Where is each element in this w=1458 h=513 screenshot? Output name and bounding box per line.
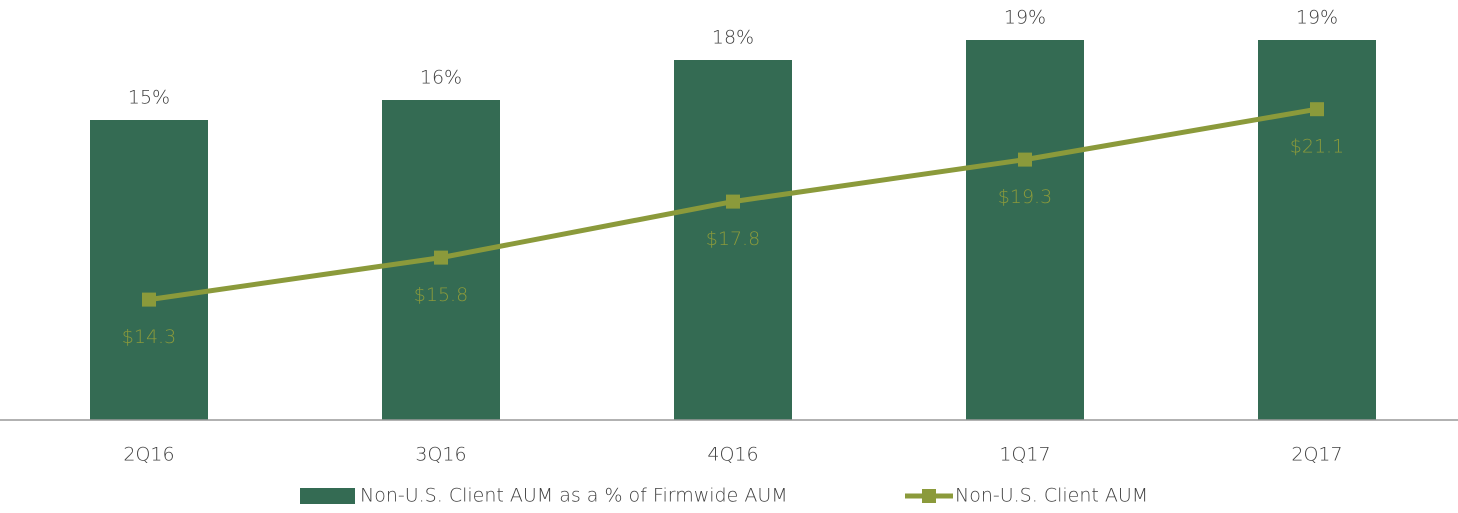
legend-label: Non-U.S. Client AUM as a % of Firmwide A… <box>360 485 788 507</box>
line-marker <box>1310 102 1324 117</box>
bar <box>674 60 792 420</box>
legend-label: Non-U.S. Client AUM <box>955 485 1148 507</box>
legend-marker <box>922 489 936 503</box>
line-value-label: $14.3 <box>122 326 176 348</box>
x-tick-label: 3Q16 <box>415 444 466 466</box>
line-marker <box>142 292 156 307</box>
line-marker <box>434 250 448 265</box>
bar <box>1258 40 1376 420</box>
bar <box>90 120 208 420</box>
bar <box>966 40 1084 420</box>
legend-swatch <box>300 488 355 504</box>
x-tick-label: 2Q17 <box>1291 444 1342 466</box>
bar-value-label: 19% <box>1296 7 1338 29</box>
bar-value-label: 18% <box>712 27 754 49</box>
line-marker <box>726 194 740 209</box>
bar-value-label: 19% <box>1004 7 1046 29</box>
bar-value-label: 15% <box>128 87 170 109</box>
line-value-label: $21.1 <box>1290 136 1344 158</box>
line-marker <box>1018 152 1032 167</box>
x-tick-label: 1Q17 <box>999 444 1050 466</box>
bar-value-label: 16% <box>420 67 462 89</box>
line-value-label: $19.3 <box>998 186 1052 208</box>
x-tick-label: 4Q16 <box>707 444 758 466</box>
line-value-label: $17.8 <box>706 228 760 250</box>
line-value-label: $15.8 <box>414 284 468 306</box>
x-tick-label: 2Q16 <box>123 444 174 466</box>
